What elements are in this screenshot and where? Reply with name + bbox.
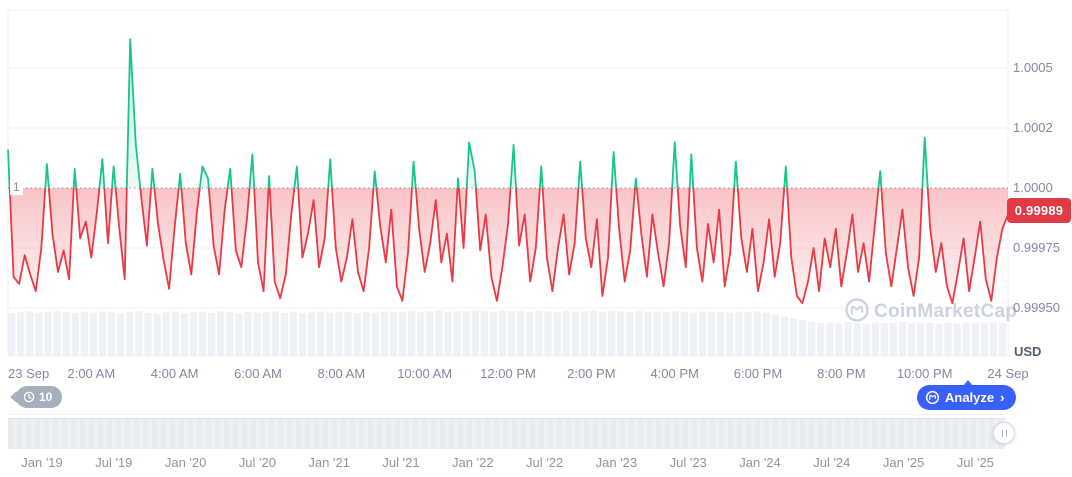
y-axis-label: 0.99950 [1013, 300, 1060, 315]
navigator-divider [8, 414, 1008, 415]
navigator-date-label: Jan '21 [308, 455, 350, 470]
clock-history-icon [23, 391, 35, 403]
time-axis-label: 10:00 PM [896, 366, 953, 381]
time-axis-label: 12:00 PM [480, 366, 536, 381]
navigator-date-label: Jan '19 [21, 455, 63, 470]
baseline-axis-label: 1 [10, 180, 23, 195]
current-price-badge: 0.99989 [1007, 198, 1071, 223]
y-axis-label: 0.99975 [1013, 240, 1060, 255]
coinmarketcap-watermark: CoinMarketCap [845, 298, 1017, 322]
history-count-badge[interactable]: 10 [9, 386, 63, 408]
time-axis-label: 10:00 AM [397, 366, 453, 381]
navigator-date-label: Jan '24 [739, 455, 781, 470]
analyze-label: Analyze [945, 390, 995, 405]
analyze-button[interactable]: Analyze › [917, 380, 1017, 410]
navigator-date-label: Jan '20 [164, 455, 207, 470]
time-axis-label: 8:00 AM [317, 366, 366, 381]
gridlines [7, 9, 1009, 357]
time-axis-label: 2:00 PM [567, 366, 616, 381]
time-axis: 23 Sep 2:00 AM 4:00 AM 6:00 AM 8:00 AM 10:00 … [0, 366, 1072, 382]
time-axis-label: 2:00 AM [67, 366, 116, 381]
navigator-date-label: Jul '22 [526, 455, 564, 470]
time-axis-label: 4:00 PM [650, 366, 699, 381]
time-axis-label: 4:00 AM [150, 366, 199, 381]
time-axis-label: 23 Sep [8, 366, 50, 381]
time-axis-label: 8:00 PM [817, 366, 866, 381]
time-axis-label: 6:00 PM [733, 366, 783, 381]
navigator-resize-handle[interactable] [993, 422, 1015, 444]
navigator-date-axis: Jan '19 Jul '19 Jan '20 Jul '20 Jan '21 Jul '… [0, 455, 1072, 472]
navigator-date-label: Jul '25 [956, 455, 994, 470]
navigator-date-label: Jan '23 [595, 455, 638, 470]
currency-unit-label: USD [1014, 344, 1042, 359]
navigator-date-label: Jul '21 [382, 455, 420, 470]
navigator-date-label: Jul '24 [813, 455, 851, 470]
y-axis-label: 1.0005 [1013, 60, 1053, 75]
navigator-date-label: Jul '23 [669, 455, 707, 470]
price-line [7, 38, 1009, 305]
navigator-date-label: Jul '20 [238, 455, 276, 470]
range-navigator[interactable] [8, 418, 1005, 449]
time-axis-label: 6:00 AM [234, 366, 282, 381]
history-count: 10 [39, 390, 53, 404]
y-axis: 1.0005 1.0002 1.0000 0.99975 0.99950 [1013, 0, 1072, 360]
navigator-date-label: Jan '25 [882, 455, 925, 470]
volume-bars [8, 310, 1007, 356]
navigator-date-label: Jul '19 [95, 455, 133, 470]
coinmarketcap-icon [925, 390, 940, 405]
y-axis-label: 1.0000 [1013, 180, 1053, 195]
time-axis-label: 24 Sep [987, 366, 1029, 381]
y-axis-label: 1.0002 [1013, 120, 1053, 135]
navigator-date-label: Jan '22 [452, 455, 494, 470]
chevron-right-icon: › [1000, 390, 1005, 405]
svg-text:CoinMarketCap: CoinMarketCap [874, 301, 1017, 322]
